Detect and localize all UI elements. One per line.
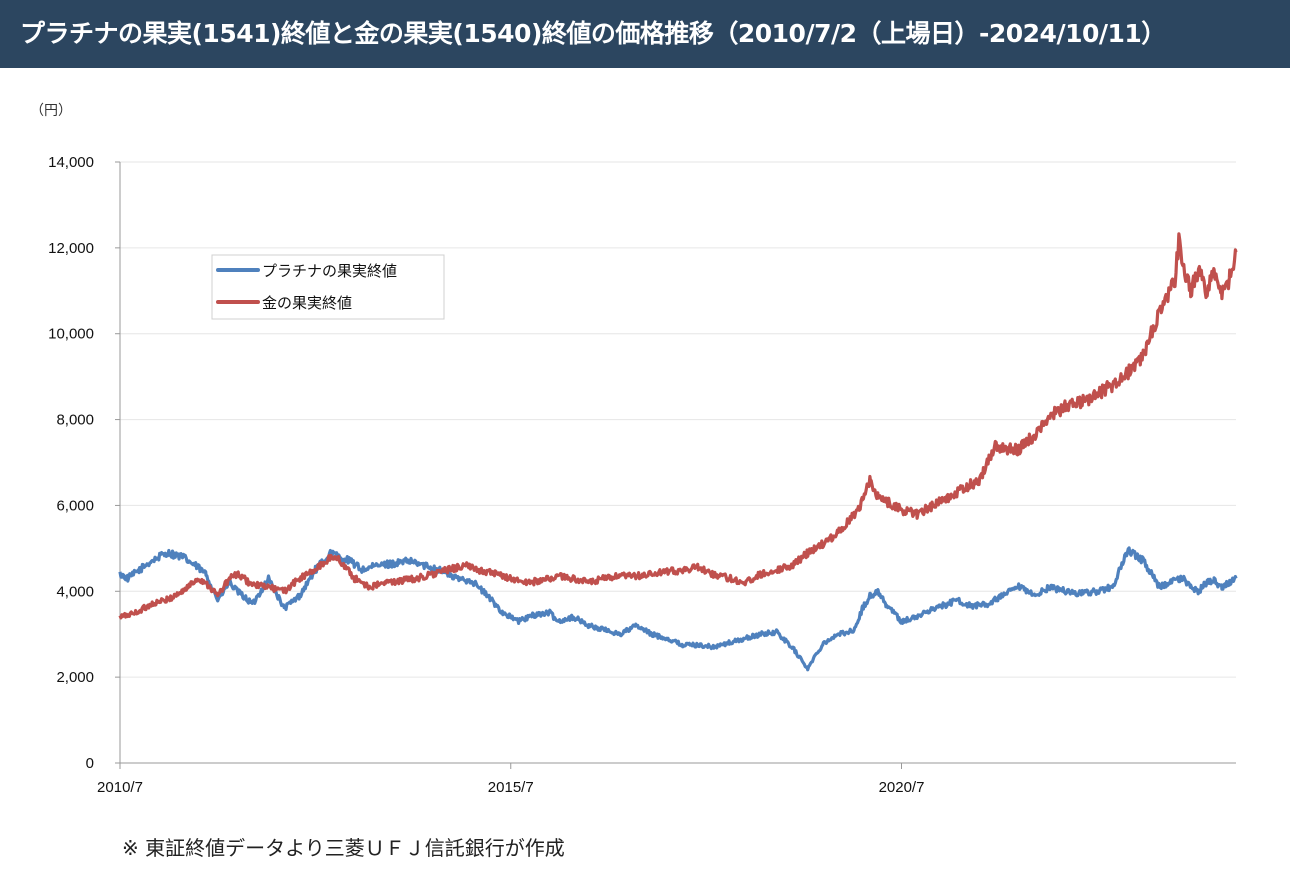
y-tick-label: 2,000 xyxy=(56,669,94,686)
y-tick-label: 12,000 xyxy=(48,240,94,257)
legend-box xyxy=(211,254,445,320)
series-line-gold xyxy=(118,232,1238,620)
series-lines xyxy=(118,232,1238,672)
x-tick-label: 2020/7 xyxy=(879,779,925,796)
legend-label-platinum: プラチナの果実終値 xyxy=(262,262,397,280)
chart-title-bar: プラチナの果実(1541)終値と金の果実(1540)終値の価格推移（2010/7… xyxy=(0,0,1290,68)
legend: プラチナの果実終値 金の果実終値 xyxy=(211,254,445,320)
legend-label-gold: 金の果実終値 xyxy=(262,294,352,312)
y-tick-label: 0 xyxy=(86,755,94,772)
y-tick-label: 8,000 xyxy=(56,412,94,429)
y-axis-unit-label: （円） xyxy=(30,103,72,119)
x-axis-ticks: 2010/7 2015/7 2020/7 xyxy=(97,763,924,796)
y-tick-label: 10,000 xyxy=(48,326,94,343)
axes xyxy=(119,162,1236,764)
y-tick-label: 6,000 xyxy=(56,497,94,514)
grid-lines xyxy=(120,161,1236,678)
x-tick-label: 2015/7 xyxy=(488,779,534,796)
footnote: ※ 東証終値データより三菱ＵＦＪ信託銀行が作成 xyxy=(122,836,565,860)
y-tick-label: 4,000 xyxy=(56,583,94,600)
price-line-chart: 02,0004,0006,0008,00010,00012,00014,000 … xyxy=(48,154,1238,796)
y-tick-label: 14,000 xyxy=(48,154,94,171)
chart-title: プラチナの果実(1541)終値と金の果実(1540)終値の価格推移（2010/7… xyxy=(20,19,1166,48)
y-axis-ticks: 0 2,000 4,000 6,000 8,000 10,000 12,000 14,000 xyxy=(48,154,120,772)
x-tick-label: 2010/7 xyxy=(97,779,143,796)
series-line-platinum xyxy=(118,546,1238,672)
